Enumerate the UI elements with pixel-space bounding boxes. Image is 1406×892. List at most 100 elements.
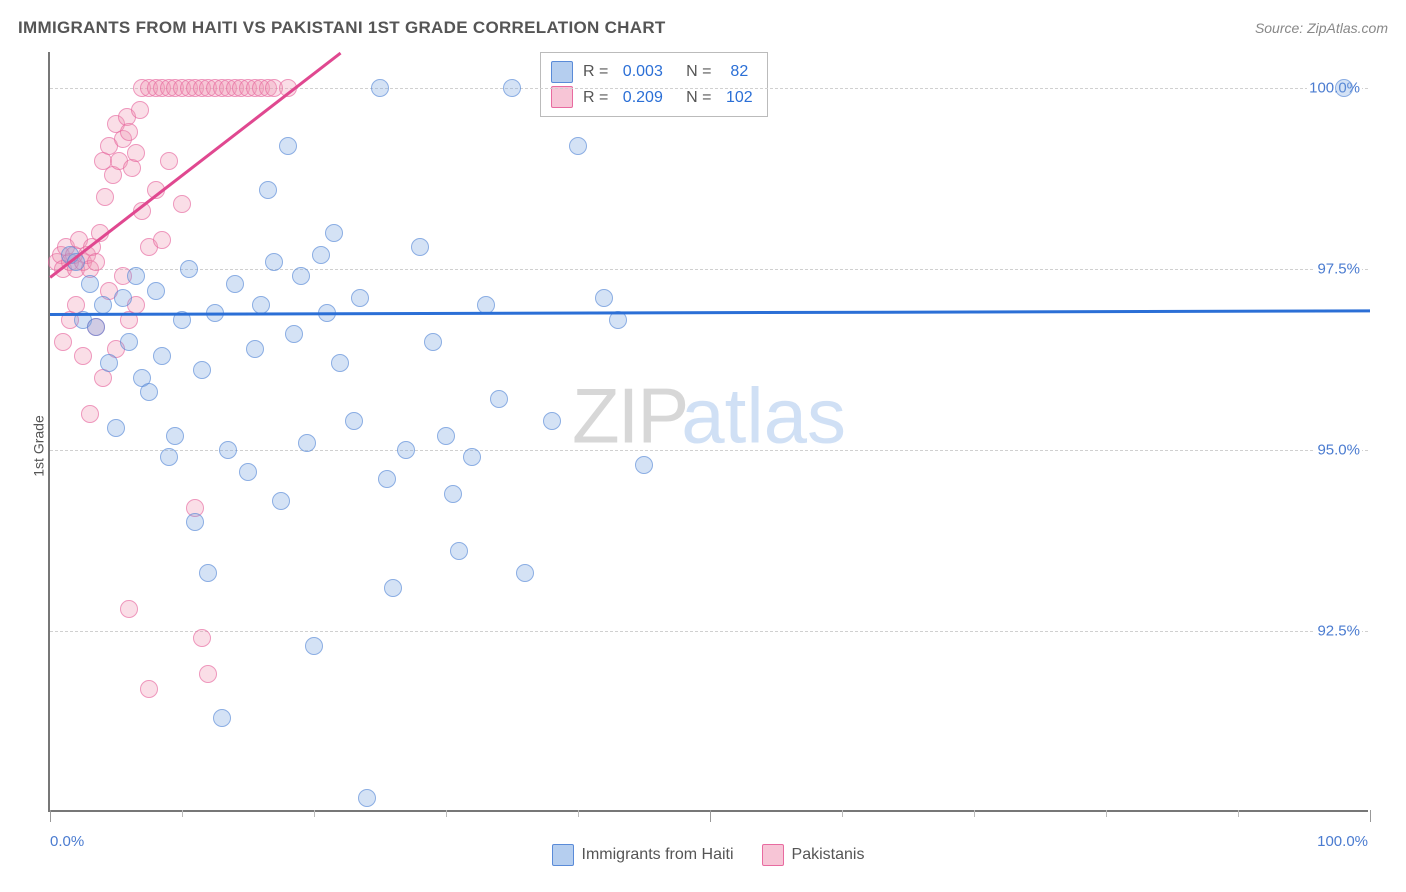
scatter-point [96, 188, 114, 206]
scatter-point [463, 448, 481, 466]
scatter-point [635, 456, 653, 474]
x-tick-minor [974, 810, 975, 817]
scatter-point [437, 427, 455, 445]
x-tick-minor [1106, 810, 1107, 817]
scatter-point [424, 333, 442, 351]
scatter-point [358, 789, 376, 807]
chart-title: IMMIGRANTS FROM HAITI VS PAKISTANI 1ST G… [18, 18, 666, 38]
scatter-point [153, 347, 171, 365]
scatter-point [378, 470, 396, 488]
scatter-point [345, 412, 363, 430]
scatter-point [411, 238, 429, 256]
scatter-point [279, 137, 297, 155]
scatter-point [94, 296, 112, 314]
scatter-point [87, 318, 105, 336]
correlation-legend-row: R = 0.003 N = 82 [551, 59, 753, 85]
scatter-point [569, 137, 587, 155]
title-bar: IMMIGRANTS FROM HAITI VS PAKISTANI 1ST G… [18, 18, 1388, 38]
trend-line [50, 309, 1370, 315]
scatter-point [331, 354, 349, 372]
series-legend-item: Pakistanis [762, 844, 865, 866]
legend-swatch-pink [762, 844, 784, 866]
scatter-plot: ZIPatlas R = 0.003 N = 82 R = 0.209 N = … [48, 52, 1368, 812]
source-label: Source: ZipAtlas.com [1255, 20, 1388, 36]
series-label: Immigrants from Haiti [582, 846, 734, 864]
gridline-h [50, 631, 1368, 632]
scatter-point [450, 542, 468, 560]
legend-n-value: 82 [730, 59, 748, 85]
scatter-point [595, 289, 613, 307]
scatter-point [272, 492, 290, 510]
scatter-point [120, 600, 138, 618]
scatter-point [384, 579, 402, 597]
scatter-point [265, 253, 283, 271]
scatter-point [199, 564, 217, 582]
x-tick-minor [314, 810, 315, 817]
scatter-point [219, 441, 237, 459]
scatter-point [226, 275, 244, 293]
legend-swatch-blue [552, 844, 574, 866]
y-tick-label: 92.5% [1315, 623, 1362, 640]
scatter-point [371, 79, 389, 97]
x-tick-major [1370, 810, 1371, 822]
x-tick-minor [842, 810, 843, 817]
scatter-point [166, 427, 184, 445]
series-label: Pakistanis [792, 846, 865, 864]
scatter-point [397, 441, 415, 459]
scatter-point [107, 419, 125, 437]
scatter-point [246, 340, 264, 358]
y-axis-label: 1st Grade [31, 415, 47, 476]
watermark-atlas: atlas [681, 371, 846, 459]
scatter-point [140, 680, 158, 698]
scatter-point [305, 637, 323, 655]
scatter-point [285, 325, 303, 343]
x-tick-minor [446, 810, 447, 817]
scatter-point [173, 195, 191, 213]
scatter-point [239, 463, 257, 481]
correlation-legend: R = 0.003 N = 82 R = 0.209 N = 102 [540, 52, 768, 117]
x-tick-major [710, 810, 711, 822]
series-legend: Immigrants from Haiti Pakistanis [48, 844, 1368, 866]
scatter-point [199, 665, 217, 683]
gridline-h [50, 269, 1368, 270]
x-tick-major [50, 810, 51, 822]
scatter-point [490, 390, 508, 408]
scatter-point [312, 246, 330, 264]
scatter-point [127, 144, 145, 162]
scatter-point [114, 289, 132, 307]
scatter-point [516, 564, 534, 582]
y-tick-label: 97.5% [1315, 261, 1362, 278]
scatter-point [54, 333, 72, 351]
scatter-point [100, 354, 118, 372]
scatter-point [120, 123, 138, 141]
gridline-h [50, 450, 1368, 451]
legend-n-label: N = [673, 59, 721, 85]
scatter-point [87, 253, 105, 271]
scatter-point [503, 79, 521, 97]
watermark: ZIPatlas [572, 370, 846, 461]
scatter-point [120, 333, 138, 351]
scatter-point [160, 448, 178, 466]
scatter-point [351, 289, 369, 307]
legend-swatch-pink [551, 86, 573, 108]
scatter-point [292, 267, 310, 285]
scatter-point [131, 101, 149, 119]
scatter-point [193, 361, 211, 379]
scatter-point [213, 709, 231, 727]
watermark-zip: ZIP [572, 371, 687, 459]
series-legend-item: Immigrants from Haiti [552, 844, 734, 866]
scatter-point [543, 412, 561, 430]
legend-r-value: 0.003 [623, 59, 663, 85]
scatter-point [153, 231, 171, 249]
y-tick-label: 95.0% [1315, 442, 1362, 459]
scatter-point [325, 224, 343, 242]
scatter-point [74, 347, 92, 365]
scatter-point [444, 485, 462, 503]
scatter-point [259, 181, 277, 199]
scatter-point [147, 282, 165, 300]
legend-r-label: R = [583, 59, 613, 85]
scatter-point [160, 152, 178, 170]
scatter-point [298, 434, 316, 452]
scatter-point [1335, 79, 1353, 97]
x-tick-minor [1238, 810, 1239, 817]
